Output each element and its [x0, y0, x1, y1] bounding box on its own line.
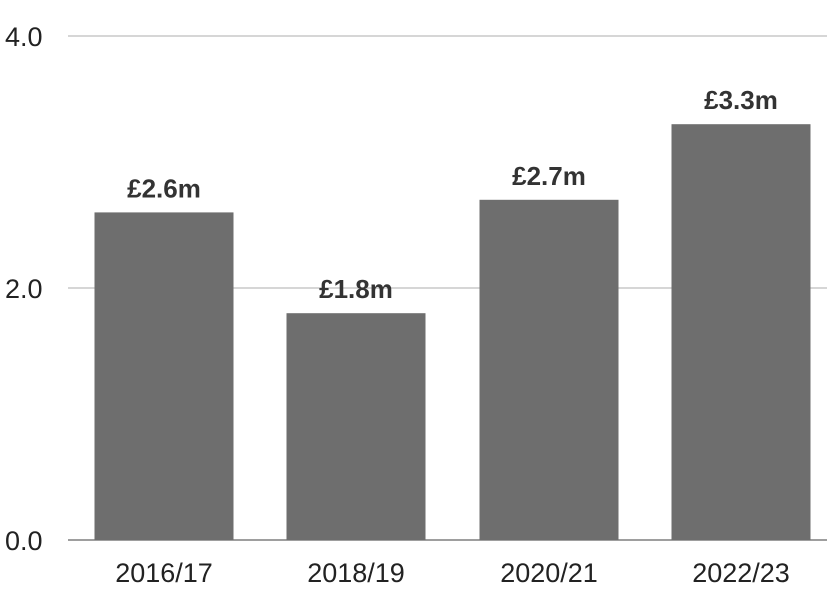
data-label: £2.6m: [127, 173, 201, 203]
bar: [286, 313, 426, 540]
y-axis-ticks: 0.0 2.0 4.0: [5, 22, 43, 556]
y-tick-label: 4.0: [5, 22, 43, 52]
bar: [479, 199, 619, 541]
x-axis-ticks: 2016/17 2018/19 2020/21 2022/23: [115, 558, 790, 588]
data-labels: £2.6m £1.8m £2.7m £3.3m: [127, 85, 778, 304]
y-tick-label: 0.0: [5, 526, 43, 556]
x-tick-label: 2022/23: [692, 558, 790, 585]
bar: [94, 212, 234, 540]
bars: [94, 124, 811, 541]
data-label: £1.8m: [319, 274, 393, 304]
x-tick-label: 2020/21: [500, 558, 598, 585]
y-tick-label: 2.0: [5, 274, 43, 304]
x-tick-label: 2018/19: [307, 558, 405, 585]
bar: [671, 124, 811, 540]
data-label: £3.3m: [704, 85, 778, 115]
data-label: £2.7m: [512, 161, 586, 191]
x-tick-label: 2016/17: [115, 558, 213, 585]
